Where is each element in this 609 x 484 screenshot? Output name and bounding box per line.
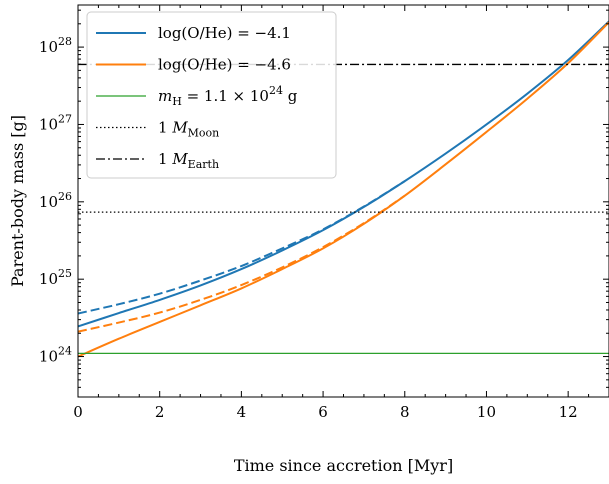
series-line-2 — [78, 21, 609, 358]
y-tick-label: 1026 — [39, 190, 72, 211]
legend-label-4: 1 MEarth — [158, 150, 219, 171]
x-tick-label: 4 — [237, 403, 247, 421]
legend-label-2: mH = 1.1 × 1024 g — [158, 84, 298, 108]
legend-label-1: log(O/He) = −4.6 — [158, 56, 291, 74]
series-layer — [78, 20, 609, 358]
series-line-1 — [78, 180, 406, 315]
series-line-0 — [78, 20, 609, 328]
y-tick-label: 1027 — [39, 112, 72, 133]
legend: log(O/He) = −4.1 log(O/He) = −4.6 mH = 1.1… — [86, 11, 337, 179]
series-line-3 — [78, 194, 406, 333]
y-tick-label: 1024 — [39, 345, 72, 366]
x-tick-label: 8 — [400, 403, 410, 421]
x-tick-label: 12 — [559, 403, 578, 421]
x-tick-label: 2 — [155, 403, 165, 421]
legend-label-3: 1 MMoon — [158, 119, 219, 140]
legend-box — [86, 11, 337, 179]
y-tick-label: 1028 — [39, 35, 72, 56]
y-axis-label: Parent-body mass [g] — [8, 115, 27, 287]
legend-label-0: log(O/He) = −4.1 — [158, 24, 291, 42]
y-tick-label: 1025 — [39, 267, 72, 288]
x-axis-label: Time since accretion [Myr] — [234, 456, 453, 475]
x-tick-label: 0 — [73, 403, 83, 421]
x-tick-label: 10 — [477, 403, 496, 421]
x-tick-label: 6 — [318, 403, 328, 421]
